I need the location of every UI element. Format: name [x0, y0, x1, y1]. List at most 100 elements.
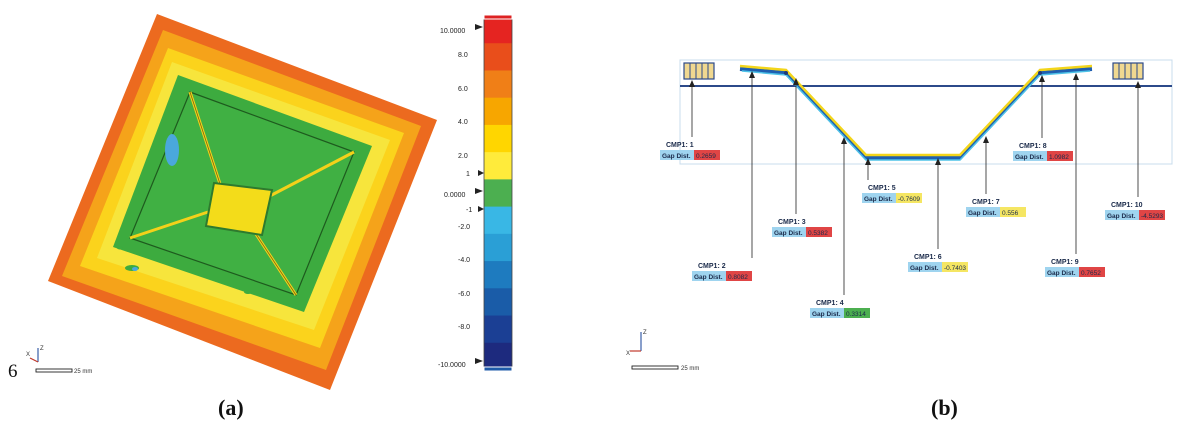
scale-bar-label: 25 mm — [74, 369, 92, 375]
axis-label-z: Z — [643, 330, 647, 336]
callout-label: Gap Dist. — [1107, 213, 1136, 220]
callout-arrow-head — [1039, 75, 1045, 82]
callout-label-bg — [1105, 210, 1139, 220]
callout-arrow-head — [865, 158, 871, 165]
callout-label: Gap Dist. — [662, 153, 691, 160]
crease-line-shadow — [189, 91, 223, 191]
callout-label: Gap Dist. — [812, 311, 841, 318]
callout-label-bg — [1045, 267, 1079, 277]
crease-line — [129, 210, 209, 240]
callout-arrow-head — [983, 136, 989, 143]
callout-value-bg — [806, 227, 832, 237]
callout-arrow-head — [1135, 81, 1141, 88]
panel-a-caption: (a) — [218, 395, 244, 420]
profile-frame — [679, 59, 1173, 165]
callout-title: CMP1: 3 — [778, 219, 806, 226]
callout-4: CMP1: 4 Gap Dist. 0.3314 — [810, 137, 870, 318]
callout-title: CMP1: 1 — [666, 142, 694, 149]
color-scale-band — [484, 124, 512, 153]
surface-blob — [117, 246, 123, 250]
callout-label: Gap Dist. — [1015, 154, 1044, 161]
axis-triad: Z X — [626, 330, 647, 357]
callout-label-bg — [966, 207, 1000, 217]
callout-8: CMP1: 8 Gap Dist. 1.0982 — [1013, 75, 1073, 161]
callout-3: CMP1: 3 Gap Dist. 0.5382 — [772, 78, 832, 237]
left-clamp — [683, 62, 715, 80]
callout-9: CMP1: 9 Gap Dist. 0.7652 — [1045, 73, 1105, 277]
callout-value: 0.5382 — [808, 230, 828, 237]
scale-bar-label: 25 mm — [681, 366, 699, 372]
color-scale-band — [484, 16, 512, 44]
color-scale-tick-label: 1 — [466, 171, 470, 178]
callout-5: CMP1: 5 Gap Dist. -0.7609 — [862, 158, 922, 203]
callout-value-bg — [1047, 151, 1073, 161]
color-scale-band — [484, 179, 512, 208]
color-scale-band — [484, 152, 512, 180]
profile-outline-blue — [739, 67, 1093, 160]
right-clamp — [1112, 62, 1144, 80]
callout-label: Gap Dist. — [774, 230, 803, 237]
callout-value-bg — [1079, 267, 1105, 277]
axis-label-x: X — [626, 351, 630, 357]
profile-outline-cyan — [741, 70, 1091, 161]
callout-label-bg — [810, 308, 844, 318]
surface-blob — [244, 290, 252, 294]
callout-title: CMP1: 4 — [816, 300, 844, 307]
corner-mark: 6 — [8, 361, 18, 382]
callout-arrow-head — [1073, 73, 1079, 80]
color-scale: 8.0 6.0 4.0 2.0 1 -1 -2.0 -4.0 -6.0 -8.0 — [458, 14, 513, 372]
color-scale-bottom: -10.0000 — [438, 362, 466, 369]
color-scale-band — [484, 233, 512, 262]
scale-bar — [631, 365, 679, 370]
color-scale-marker — [478, 206, 484, 212]
color-scale-band — [484, 43, 512, 71]
panel-a: Z X 6 25 mm 8.0 6.0 4.0 2.0 1 -1 -2.0 -4.0 -6.0 -… — [8, 14, 513, 420]
callout-value-bg — [896, 193, 922, 203]
callout-value: 0.556 — [1002, 210, 1019, 217]
color-scale-band — [484, 97, 512, 126]
crease-line-shadow — [251, 227, 297, 296]
callout-label: Gap Dist. — [968, 210, 997, 217]
callout-arrow-head — [793, 78, 799, 85]
color-scale-band — [484, 315, 512, 344]
color-scale-band — [484, 70, 512, 99]
callout-value: -4.5293 — [1141, 213, 1163, 220]
callout-label-bg — [908, 262, 942, 272]
color-scale-band — [484, 342, 512, 371]
callout-arrow-head — [935, 158, 941, 165]
callout-arrow-head — [749, 71, 755, 78]
callout-value-bg — [844, 308, 870, 318]
callout-title: CMP1: 7 — [972, 199, 1000, 206]
color-scale-top-cap — [483, 14, 513, 20]
callout-label-bg — [660, 150, 694, 160]
callout-label: Gap Dist. — [910, 265, 939, 272]
profile-outline-yellow — [739, 64, 1093, 157]
axis-label-x: X — [26, 352, 30, 358]
surface-blob — [132, 267, 138, 271]
callout-value-bg — [726, 271, 752, 281]
callout-title: CMP1: 10 — [1111, 202, 1143, 209]
profile-node — [1038, 71, 1042, 75]
color-scale-tick-label: 8.0 — [458, 52, 468, 59]
callout-value: 0.3314 — [846, 311, 866, 318]
callout-value: -0.7403 — [944, 265, 966, 272]
color-scale-tick-label: -4.0 — [458, 257, 470, 264]
callout-value-bg — [942, 262, 968, 272]
callout-title: CMP1: 8 — [1019, 143, 1047, 150]
callout-value: -0.7609 — [898, 196, 920, 203]
color-scale-tick-label: -2.0 — [458, 224, 470, 231]
callout-2: CMP1: 2 Gap Dist. 0.8082 — [692, 71, 755, 281]
color-scale-marker — [475, 188, 483, 194]
callout-value: 1.0982 — [1049, 154, 1069, 161]
callout-value: 0.8082 — [728, 274, 748, 281]
crease-line — [265, 150, 355, 200]
color-scale-tick-label: 6.0 — [458, 86, 468, 93]
central-boss — [204, 181, 274, 237]
callout-1: CMP1: 1 Gap Dist. 0.2659 — [660, 80, 720, 160]
callout-title: CMP1: 6 — [914, 254, 942, 261]
callout-value-bg — [1000, 207, 1026, 217]
blue-spot — [165, 134, 179, 166]
color-scale-tick-label: 2.0 — [458, 153, 468, 160]
color-scale-tick-label: -6.0 — [458, 291, 470, 298]
